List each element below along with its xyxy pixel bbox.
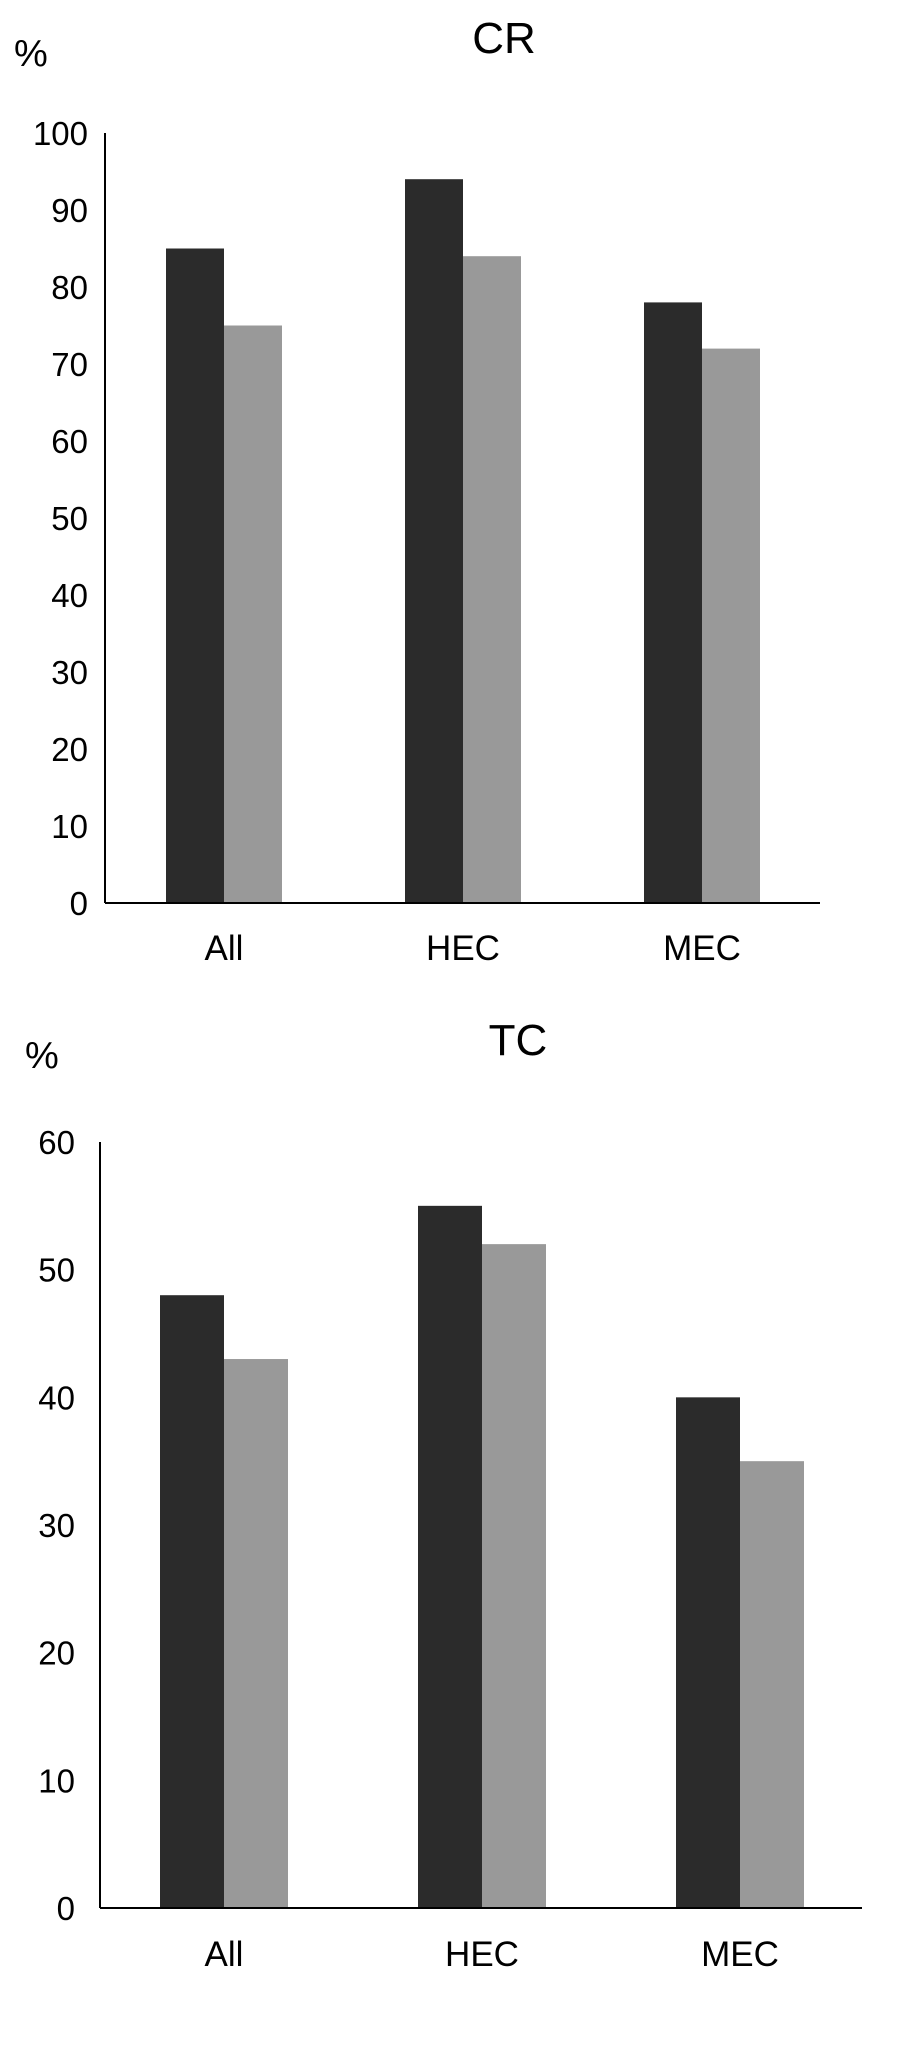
bar-hec-series-1 (405, 179, 463, 903)
bar-all-series-2 (224, 1359, 288, 1908)
bars (160, 1205, 804, 1908)
bar-hec-series-2 (463, 256, 521, 903)
bar-hec-series-2 (482, 1244, 546, 1908)
y-tick-label: 40 (51, 577, 88, 614)
y-tick-label: 50 (38, 1252, 75, 1289)
y-tick-label: 60 (38, 1124, 75, 1161)
bar-all-series-1 (160, 1295, 224, 1908)
bar-all-series-2 (224, 325, 282, 903)
x-category-label: HEC (445, 1935, 519, 1974)
y-tick-label: 50 (51, 500, 88, 537)
y-tick-labels: 0 10 20 30 40 50 60 (38, 1124, 75, 1927)
bar-hec-series-1 (418, 1205, 482, 1908)
y-tick-label: 100 (33, 115, 88, 152)
bar-all-series-1 (166, 248, 224, 903)
x-category-label: All (205, 1935, 244, 1974)
category-labels: All HEC MEC (205, 1935, 779, 1974)
y-tick-label: 30 (51, 654, 88, 691)
y-tick-label: 20 (51, 731, 88, 768)
y-tick-label: 80 (51, 269, 88, 306)
x-category-label: All (205, 929, 244, 968)
bar-mec-series-1 (644, 302, 702, 903)
y-tick-label: 10 (38, 1762, 75, 1799)
y-tick-label: 0 (57, 1890, 75, 1927)
y-unit-label: % (14, 33, 48, 75)
chart-tc: TC % 0 10 20 30 40 50 60 All HEC MEC (25, 1016, 862, 1974)
y-tick-label: 20 (38, 1635, 75, 1672)
bar-mec-series-2 (702, 348, 760, 904)
category-labels: All HEC MEC (205, 929, 741, 968)
bar-mec-series-1 (676, 1397, 740, 1908)
chart-cr: CR % 0 10 20 30 40 50 60 70 80 90 100 All HEC MEC (14, 14, 820, 968)
y-tick-label: 10 (51, 808, 88, 845)
chart-title: TC (489, 1016, 548, 1065)
y-tick-label: 60 (51, 423, 88, 460)
y-tick-label: 70 (51, 346, 88, 383)
bars (166, 179, 760, 904)
y-unit-label: % (25, 1035, 59, 1077)
y-tick-label: 40 (38, 1379, 75, 1416)
y-tick-label: 0 (70, 885, 88, 922)
y-tick-labels: 0 10 20 30 40 50 60 70 80 90 100 (33, 115, 88, 922)
x-category-label: MEC (663, 929, 741, 968)
y-tick-label: 30 (38, 1507, 75, 1544)
x-category-label: HEC (426, 929, 500, 968)
bar-mec-series-2 (740, 1461, 804, 1908)
chart-title: CR (472, 14, 536, 63)
y-tick-label: 90 (51, 192, 88, 229)
x-category-label: MEC (701, 1935, 779, 1974)
